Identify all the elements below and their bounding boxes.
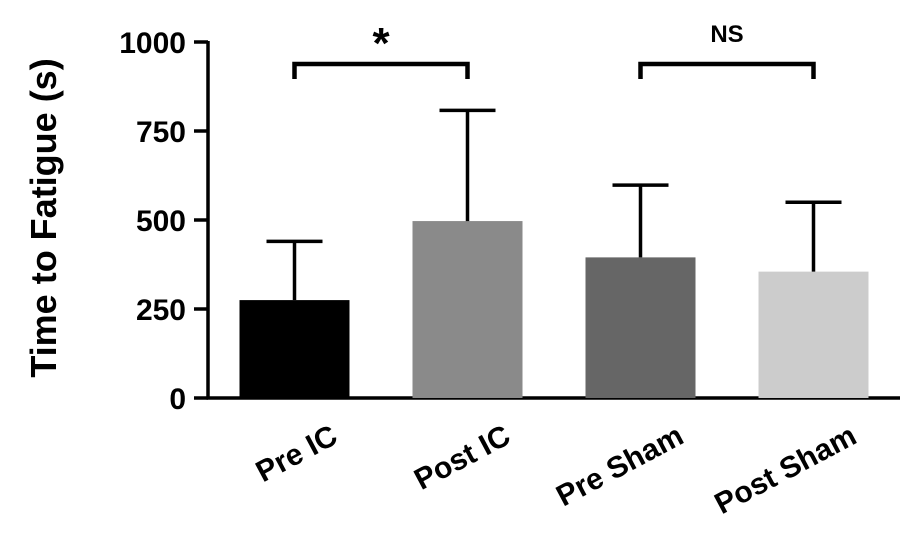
y-tick-label: 750	[136, 116, 186, 149]
x-tick-label: Pre Sham	[551, 419, 689, 513]
bar-post-ic	[412, 221, 523, 398]
bars	[239, 221, 869, 398]
significance-bracket	[638, 61, 816, 79]
significance-label: *	[372, 19, 390, 68]
x-tick-label: Post Sham	[709, 419, 861, 521]
error-bars	[266, 108, 842, 301]
bar-post-sham	[758, 271, 869, 398]
y-tick-label: 500	[136, 205, 186, 238]
y-ticks: 0 250 500 750 1000	[119, 27, 208, 416]
bar-pre-sham	[585, 257, 696, 398]
x-tick-labels: Pre IC Post IC Pre Sham Post Sham	[251, 419, 862, 521]
y-tick-label: 250	[136, 294, 186, 327]
y-tick-label: 1000	[119, 27, 186, 60]
x-tick-label: Pre IC	[251, 419, 343, 489]
significance-label: NS	[710, 21, 743, 48]
y-tick-label: 0	[169, 383, 186, 416]
significance-annotations: * NS	[292, 19, 816, 79]
significance-bracket	[292, 61, 470, 79]
bar-pre-ic	[239, 300, 350, 398]
y-axis-label: Time to Fatigue (s)	[23, 58, 64, 377]
x-tick-label: Post IC	[409, 419, 516, 497]
